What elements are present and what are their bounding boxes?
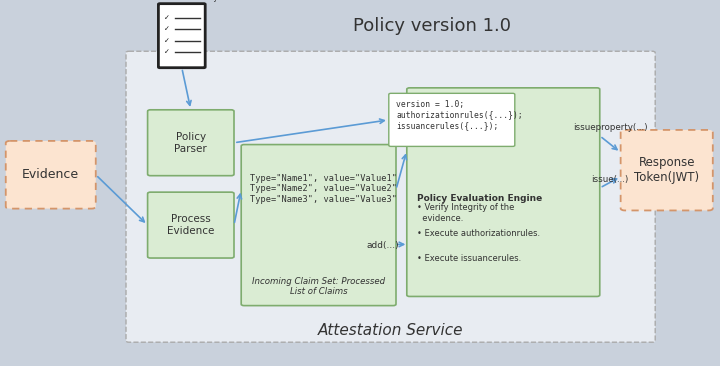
- Text: • Execute issuancerules.: • Execute issuancerules.: [417, 254, 521, 264]
- FancyBboxPatch shape: [148, 110, 234, 176]
- Text: issue(...): issue(...): [592, 175, 629, 184]
- FancyBboxPatch shape: [389, 93, 515, 146]
- Text: Policy version 1.0: Policy version 1.0: [353, 16, 511, 35]
- Text: ✓: ✓: [164, 26, 170, 32]
- FancyBboxPatch shape: [148, 192, 234, 258]
- FancyBboxPatch shape: [241, 145, 396, 306]
- Text: ✓: ✓: [164, 49, 170, 55]
- Text: Evidence: Evidence: [22, 168, 79, 181]
- Text: Policy Evaluation Engine: Policy Evaluation Engine: [417, 194, 542, 203]
- Text: Policy
Parser: Policy Parser: [174, 132, 207, 154]
- FancyBboxPatch shape: [621, 130, 713, 210]
- Text: issueproperty(...): issueproperty(...): [573, 123, 647, 132]
- Text: add(...): add(...): [367, 242, 400, 250]
- FancyBboxPatch shape: [407, 88, 600, 296]
- Text: Attestation Policy:
Claim based Policy: Attestation Policy: Claim based Policy: [146, 0, 217, 2]
- Text: Attestation Service: Attestation Service: [318, 323, 464, 338]
- FancyBboxPatch shape: [126, 51, 655, 342]
- Text: ✓: ✓: [164, 38, 170, 44]
- Text: ✓: ✓: [164, 15, 170, 21]
- Text: version = 1.0;
authorizationrules({...});
issuancerules({...});: version = 1.0; authorizationrules({...})…: [396, 100, 523, 130]
- Text: • Execute authorizationrules.: • Execute authorizationrules.: [417, 229, 540, 238]
- Text: Process
Evidence: Process Evidence: [167, 214, 215, 236]
- Text: Type="Name1", value="Value1"
Type="Name2", value="Value2"
Type="Name3", value="V: Type="Name1", value="Value1" Type="Name2…: [250, 174, 397, 203]
- FancyBboxPatch shape: [6, 141, 96, 209]
- FancyBboxPatch shape: [158, 4, 205, 68]
- Text: Response
Token(JWT): Response Token(JWT): [634, 156, 699, 184]
- Text: • Verify Integrity of the
  evidence.: • Verify Integrity of the evidence.: [417, 203, 514, 223]
- Text: Incoming Claim Set: Processed
List of Claims: Incoming Claim Set: Processed List of Cl…: [252, 277, 385, 296]
